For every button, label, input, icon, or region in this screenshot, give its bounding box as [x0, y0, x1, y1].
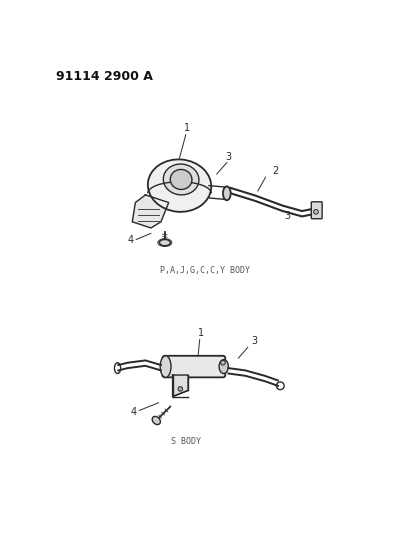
Ellipse shape [170, 169, 192, 189]
Ellipse shape [148, 159, 211, 212]
Text: 91114 2900 A: 91114 2900 A [56, 70, 153, 83]
Text: 1: 1 [184, 123, 190, 133]
Circle shape [221, 360, 225, 365]
FancyBboxPatch shape [311, 202, 322, 219]
Text: 1: 1 [198, 328, 205, 338]
Ellipse shape [160, 356, 171, 377]
Text: 3: 3 [225, 152, 231, 161]
Ellipse shape [152, 416, 160, 425]
Polygon shape [172, 375, 188, 397]
Text: 3: 3 [251, 336, 257, 346]
FancyBboxPatch shape [162, 356, 225, 377]
Text: 2: 2 [272, 166, 278, 175]
Circle shape [314, 209, 318, 214]
Circle shape [178, 386, 182, 391]
Ellipse shape [160, 239, 170, 246]
Text: 4: 4 [131, 407, 137, 417]
Ellipse shape [223, 187, 231, 200]
Ellipse shape [219, 360, 229, 374]
Ellipse shape [163, 164, 199, 195]
Text: 4: 4 [128, 235, 134, 245]
Polygon shape [132, 195, 169, 228]
Text: S BODY: S BODY [171, 437, 201, 446]
Text: P,A,J,G,C,C,Y BODY: P,A,J,G,C,C,Y BODY [160, 266, 250, 275]
Text: 3: 3 [284, 212, 290, 221]
